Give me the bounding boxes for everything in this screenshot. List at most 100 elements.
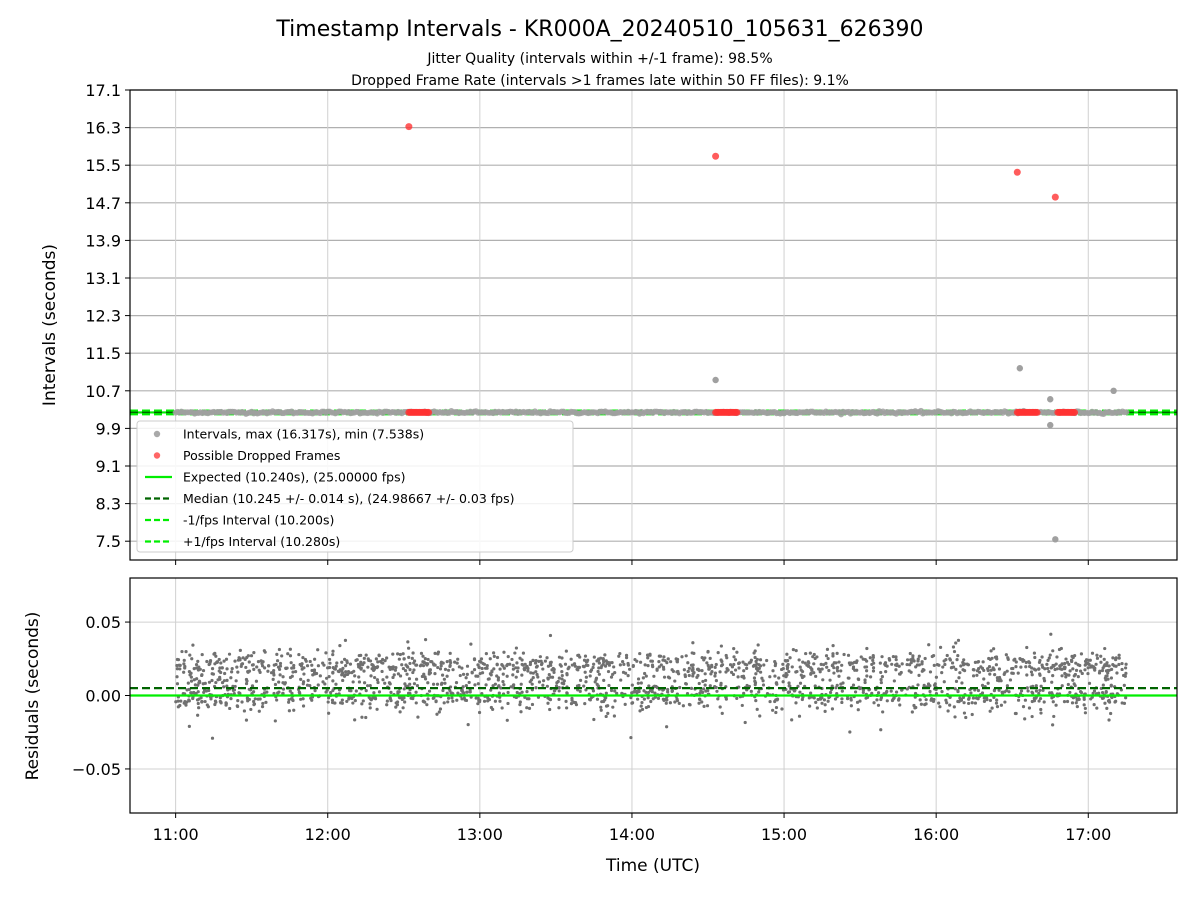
residual-point (840, 700, 844, 705)
residual-point (960, 681, 964, 685)
residual-point (1124, 671, 1128, 675)
residual-point (911, 654, 915, 658)
residual-point (806, 664, 811, 668)
residual-point (233, 659, 237, 663)
residual-point (754, 659, 758, 664)
residual-point (506, 655, 510, 659)
residual-point (1025, 686, 1029, 690)
residual-point (541, 679, 546, 683)
residual-point (706, 650, 710, 654)
residual-point (414, 690, 418, 694)
residual-point (653, 691, 657, 695)
residual-point (761, 679, 765, 683)
residual-point (928, 689, 932, 694)
residual-point (636, 681, 640, 685)
residual-point (366, 665, 370, 669)
residual-point (797, 714, 802, 718)
residual-point (310, 668, 314, 673)
residual-point (368, 702, 372, 706)
residual-point (225, 678, 229, 682)
residual-point (917, 673, 921, 677)
residual-point (607, 663, 612, 667)
residual-point (1100, 690, 1105, 695)
residual-point (443, 681, 447, 685)
residual-point (995, 676, 999, 680)
residual-point (951, 665, 956, 669)
residual-point (191, 643, 195, 647)
residual-point (896, 698, 901, 702)
residual-point (476, 696, 480, 700)
residual-point (375, 707, 379, 711)
intervals-plot-frame (129, 89, 1178, 561)
residual-point (433, 651, 437, 655)
residual-point (601, 658, 605, 662)
residual-point (676, 657, 680, 662)
residual-point (467, 680, 471, 685)
residual-point (828, 678, 832, 682)
residual-point (696, 667, 700, 671)
residual-point (372, 691, 376, 695)
residual-point (545, 684, 549, 688)
residual-point (1103, 646, 1107, 651)
residual-point (853, 690, 858, 694)
residual-point (348, 662, 353, 666)
residual-point (493, 699, 497, 703)
residual-point (808, 704, 812, 708)
residual-point (527, 706, 532, 710)
dropped-frame-point (1013, 168, 1021, 176)
residual-point (820, 701, 824, 705)
residual-point (1019, 689, 1024, 693)
residual-point (856, 708, 860, 712)
residual-point (1006, 657, 1010, 661)
residual-point (249, 654, 254, 658)
residual-point (297, 652, 301, 657)
residual-point (993, 673, 997, 677)
residual-point (252, 699, 256, 704)
residual-point (419, 651, 424, 655)
residual-point (521, 663, 525, 667)
residual-point (465, 672, 469, 677)
residual-point (196, 659, 200, 663)
residual-point (597, 658, 601, 662)
residual-point (236, 699, 240, 703)
residual-point (684, 654, 688, 658)
residual-point (894, 655, 898, 659)
residual-point (511, 673, 515, 677)
legend-intervals-marker (153, 430, 161, 438)
residual-point (825, 647, 830, 651)
residual-point (187, 699, 191, 703)
residual-point (709, 672, 713, 676)
residual-point (210, 672, 214, 676)
intervals-y-tick-label: 8.3 (96, 495, 121, 514)
residual-point (1051, 674, 1055, 678)
residual-point (316, 664, 321, 668)
residual-point (1060, 674, 1064, 678)
residual-point (807, 696, 811, 700)
residual-point (753, 655, 757, 660)
residual-point (719, 644, 723, 648)
residual-point (666, 657, 670, 661)
residual-point (992, 647, 996, 651)
residual-point (646, 656, 650, 660)
residual-point (1038, 696, 1043, 701)
residual-point (1038, 672, 1042, 676)
residual-point (396, 652, 400, 656)
residual-point (555, 681, 559, 685)
residual-point (980, 683, 985, 687)
residual-point (992, 668, 996, 672)
residual-point (327, 665, 332, 670)
residual-point (464, 684, 468, 688)
residual-point (187, 724, 191, 729)
residual-point (281, 675, 285, 679)
residual-point (830, 707, 835, 711)
residual-point (1123, 674, 1127, 678)
residual-point (192, 667, 196, 671)
residual-point (826, 699, 830, 703)
residual-point (646, 696, 650, 700)
residual-point (920, 660, 924, 664)
residual-point (948, 657, 952, 661)
residual-point (272, 671, 276, 675)
residual-point (816, 697, 820, 702)
residual-point (592, 662, 596, 666)
residual-point (798, 665, 802, 669)
